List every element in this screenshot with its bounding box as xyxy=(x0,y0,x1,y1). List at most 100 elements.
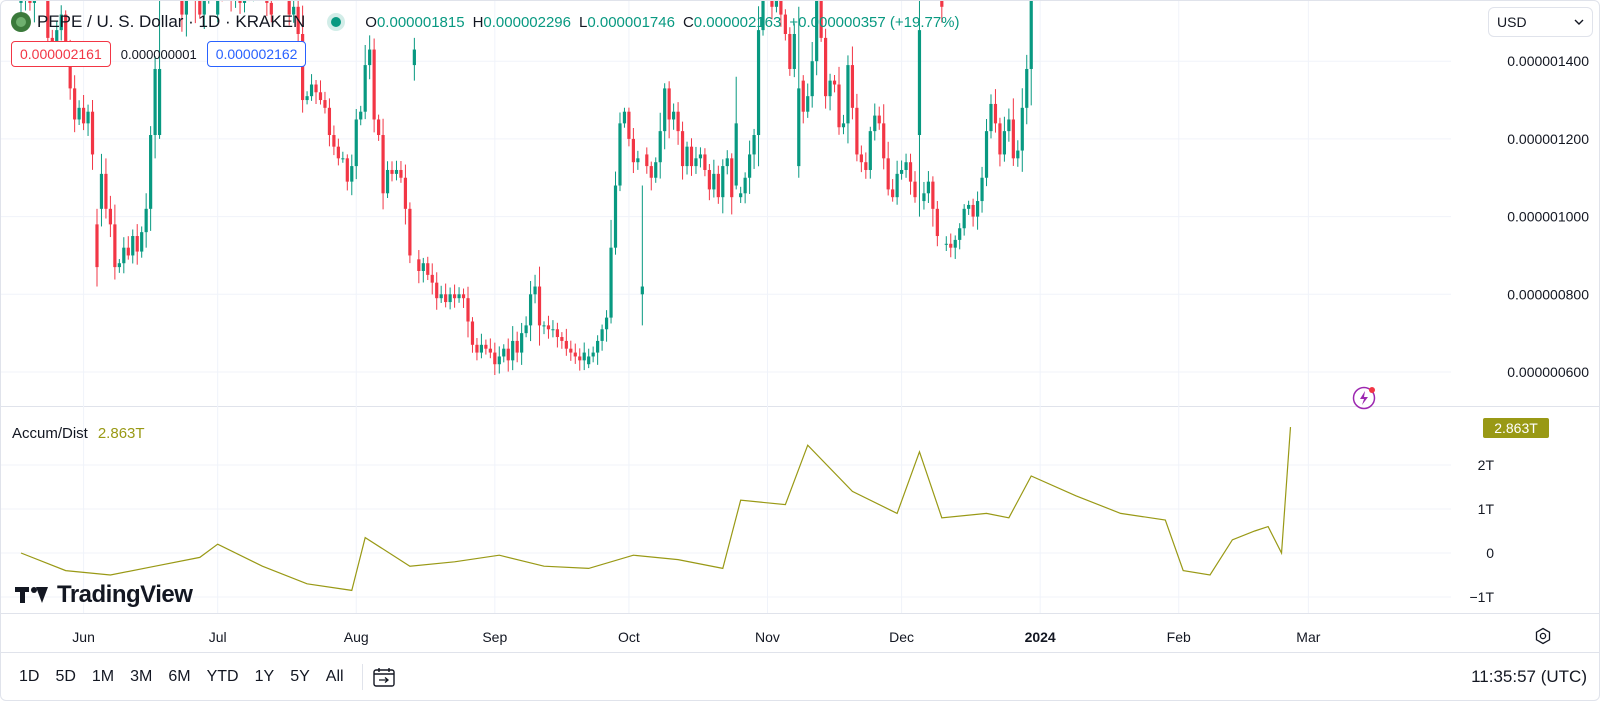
candle-body xyxy=(774,1,779,7)
candle-body xyxy=(470,321,475,345)
symbol-title[interactable]: PEPE / U. S. Dollar · 1D · KRAKEN xyxy=(37,12,306,31)
candle-body xyxy=(824,37,828,97)
candle-body xyxy=(596,340,600,353)
candle-body xyxy=(59,14,63,31)
calendar-goto-icon[interactable] xyxy=(372,667,395,687)
candle-body xyxy=(144,208,148,233)
range-1d[interactable]: 1D xyxy=(19,668,40,685)
candle-body xyxy=(452,294,457,299)
settings-icon[interactable] xyxy=(1534,627,1552,645)
candle-body xyxy=(73,88,77,120)
candle-body xyxy=(403,177,408,209)
candle-body xyxy=(940,1,944,7)
candle-body xyxy=(461,294,466,299)
range-3m[interactable]: 3M xyxy=(130,668,153,685)
candle-body xyxy=(354,119,358,167)
indicator-name: Accum/Dist xyxy=(12,425,88,442)
chart-canvas[interactable]: 0.000000600 0.000000800 0.000001000 0.00000… xyxy=(1,1,1600,652)
candle-body xyxy=(488,348,492,353)
range-ytd[interactable]: YTD xyxy=(206,668,239,685)
candle-body xyxy=(604,317,609,330)
candle-body xyxy=(975,201,980,217)
candle-body xyxy=(180,1,184,15)
candle-body xyxy=(649,166,653,178)
candle-body xyxy=(99,173,104,209)
candle-body xyxy=(301,34,305,101)
candle-body xyxy=(573,352,577,357)
range-1m[interactable]: 1M xyxy=(91,668,115,685)
candle-body xyxy=(417,259,421,271)
candle-body xyxy=(32,1,37,3)
range-1y[interactable]: 1Y xyxy=(254,668,275,685)
candle-body xyxy=(564,340,568,349)
candle-body xyxy=(524,325,528,334)
candle-body xyxy=(689,146,694,167)
candle-body xyxy=(157,68,162,136)
range-6m[interactable]: 6M xyxy=(168,668,191,685)
candle-body xyxy=(336,146,340,159)
candle-body xyxy=(600,329,604,341)
bottom-toolbar: 1D 5D 1M 3M 6M YTD 1Y 5Y All 11:35:57 (U… xyxy=(1,652,1599,700)
candle-body xyxy=(779,1,783,15)
candle-body xyxy=(341,158,345,160)
tradingview-mark-icon xyxy=(15,585,49,605)
candle-body xyxy=(408,208,412,256)
candle-body xyxy=(850,65,855,108)
candle-body xyxy=(958,228,962,240)
high-key: H xyxy=(472,13,484,31)
candle-body xyxy=(631,138,635,163)
candle-body xyxy=(153,68,157,136)
candle-body xyxy=(980,177,984,202)
close-key: C xyxy=(682,13,694,31)
candle-body xyxy=(1025,68,1029,108)
candle-body xyxy=(126,247,130,256)
indicator-legend[interactable]: Accum/Dist 2.863T xyxy=(12,425,145,442)
candle-body xyxy=(846,65,850,124)
candle-body xyxy=(394,169,399,174)
candle-body xyxy=(806,96,810,112)
utc-clock[interactable]: 11:35:57 (UTC) xyxy=(1471,667,1587,686)
currency-value: USD xyxy=(1497,14,1527,30)
candle-body xyxy=(55,30,59,46)
candle-body xyxy=(184,1,188,15)
candle-body xyxy=(712,173,716,190)
range-all[interactable]: All xyxy=(325,668,344,685)
candle-body xyxy=(949,243,953,248)
price-tick-label: 0.000001000 xyxy=(1507,209,1589,225)
candle-body xyxy=(104,173,108,209)
candle-body xyxy=(788,34,792,69)
pepe-coin-icon xyxy=(11,12,31,32)
candle-body xyxy=(238,1,242,3)
candle-body xyxy=(265,1,269,3)
candle-body xyxy=(627,111,631,139)
buy-button[interactable]: 0.000002162 xyxy=(206,41,307,67)
candle-body xyxy=(926,181,931,194)
market-status-icon[interactable] xyxy=(331,17,342,27)
candle-body xyxy=(399,169,403,178)
candle-body xyxy=(81,107,86,124)
candle-body xyxy=(1011,119,1015,159)
candle-body xyxy=(962,208,966,229)
candle-body xyxy=(873,115,877,132)
candle-body xyxy=(475,344,479,353)
candle-body xyxy=(314,84,318,93)
spread-value: 0.000000001 xyxy=(120,46,197,62)
candle-body xyxy=(479,344,484,353)
candle-body xyxy=(984,131,989,178)
candle-body xyxy=(318,92,323,101)
tradingview-logo[interactable]: TradingView xyxy=(15,581,193,609)
range-5y[interactable]: 5Y xyxy=(290,668,310,685)
range-5d[interactable]: 5D xyxy=(55,668,76,685)
price-tick-label: 0.000001400 xyxy=(1507,53,1589,69)
candle-body xyxy=(135,236,139,252)
currency-select[interactable]: USD xyxy=(1488,7,1593,37)
sell-button[interactable]: 0.000002161 xyxy=(11,41,111,67)
candle-body xyxy=(533,286,537,295)
time-tick-label: Nov xyxy=(755,629,780,645)
time-tick-label: Oct xyxy=(618,629,640,645)
candle-body xyxy=(497,356,501,365)
candle-body xyxy=(1029,1,1033,69)
candle-body xyxy=(1007,119,1011,132)
candle-body xyxy=(511,340,515,361)
